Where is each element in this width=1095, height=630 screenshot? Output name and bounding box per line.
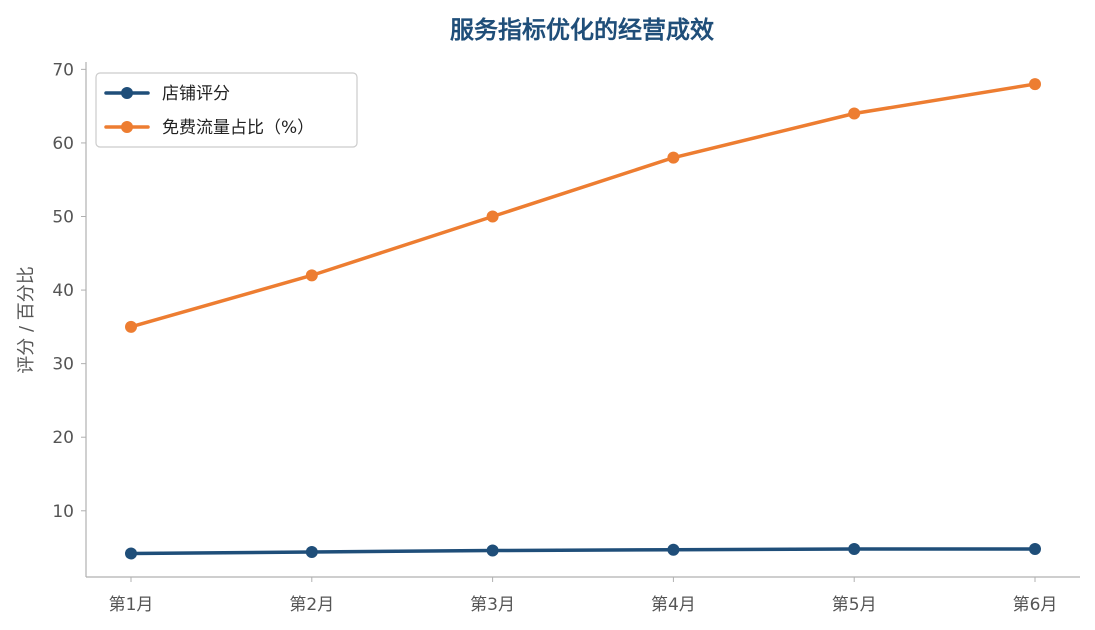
chart-title: 服务指标优化的经营成效: [450, 16, 714, 44]
x-tick-label: 第1月: [109, 595, 154, 615]
legend-item: 店铺评分: [104, 84, 230, 104]
y-tick-label: 40: [52, 281, 74, 301]
series-lines: [125, 78, 1041, 560]
data-point: [848, 543, 861, 556]
data-point: [667, 151, 680, 164]
data-point: [1029, 543, 1041, 556]
legend-box: [95, 72, 358, 148]
series-line: [129, 82, 1037, 329]
data-point: [305, 545, 318, 558]
x-tick-label: 第2月: [289, 595, 334, 615]
data-point: [1029, 78, 1041, 91]
data-point: [125, 320, 137, 333]
x-tick-label: 第6月: [1013, 595, 1058, 615]
x-axis-ticks: 第1月 第2月 第3月 第4月 第5月 第6月: [109, 577, 1058, 615]
y-axis-label: 评分 / 百分比: [16, 266, 37, 374]
x-tick-label: 第4月: [651, 595, 696, 615]
x-tick-label: 第5月: [832, 595, 877, 615]
series-2: [125, 78, 1041, 333]
series-line: [129, 547, 1037, 556]
y-tick-label: 10: [52, 502, 74, 522]
legend-marker-swatch: [121, 121, 133, 133]
data-point: [848, 107, 861, 120]
y-tick-label: 60: [52, 134, 74, 154]
y-axis-ticks: 10 20 30 40 50 60 70: [52, 60, 86, 522]
legend-label: 店铺评分: [162, 84, 230, 104]
y-tick-label: 30: [52, 355, 74, 375]
legend-label: 免费流量占比（%）: [162, 118, 314, 138]
legend-item: 免费流量占比（%）: [104, 118, 314, 138]
y-tick-label: 20: [52, 428, 74, 448]
data-point: [486, 210, 499, 223]
y-tick-label: 70: [52, 60, 74, 80]
axes: [85, 62, 1080, 578]
x-tick-label: 第3月: [470, 595, 515, 615]
data-point: [125, 547, 137, 560]
data-point: [305, 269, 318, 282]
legend-marker-swatch: [121, 87, 133, 99]
data-point: [667, 543, 680, 556]
series-1: [125, 543, 1041, 560]
data-point: [486, 544, 499, 557]
y-tick-label: 50: [52, 208, 74, 228]
